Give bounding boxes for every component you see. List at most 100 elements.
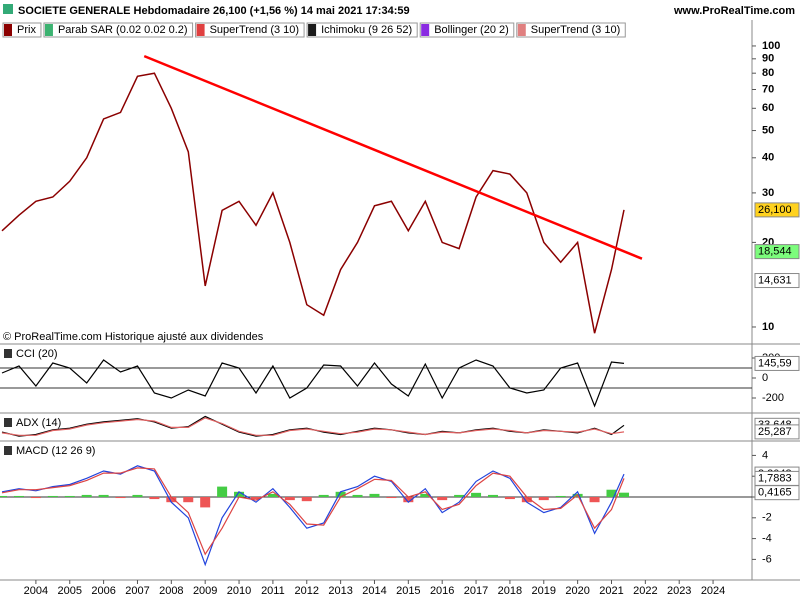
x-tick-label: 2007 (125, 585, 149, 597)
y-tick-label: 80 (762, 67, 774, 79)
x-tick-label: 2015 (396, 585, 420, 597)
histogram-bar (267, 493, 278, 498)
histogram-bar (132, 494, 143, 498)
site-name: www.ProRealTime.com (673, 5, 795, 17)
histogram-bar (454, 494, 465, 498)
legend-label: Parab SAR (0.02 0.02 0.2) (58, 24, 188, 36)
panel-icon (4, 349, 12, 358)
legend-label: Ichimoku (9 26 52) (321, 24, 412, 36)
histogram-bar (437, 497, 448, 501)
histogram-bar (487, 494, 498, 498)
last-value-label: 18,544 (758, 246, 792, 258)
x-tick-label: 2012 (295, 585, 319, 597)
histogram-bar (521, 497, 532, 503)
x-tick-label: 2011 (261, 585, 285, 597)
x-tick-label: 2018 (498, 585, 522, 597)
histogram-bar (606, 489, 617, 498)
y-tick-label: 70 (762, 83, 774, 95)
y-tick-label: 90 (762, 53, 774, 65)
histogram-bar (217, 486, 228, 498)
histogram-bar (386, 497, 397, 499)
last-value-label: 145,59 (758, 357, 792, 369)
last-value-label: 14,631 (758, 274, 792, 286)
legend-swatch (196, 24, 205, 36)
histogram-bar (318, 494, 329, 498)
series-line (1, 465, 625, 567)
histogram-bar (30, 497, 41, 499)
last-value-box (754, 424, 800, 440)
legend-box (195, 22, 305, 38)
x-tick-label: 2008 (159, 585, 183, 597)
legend-box (306, 22, 418, 38)
legend-swatch (44, 24, 53, 36)
histogram-bar (335, 491, 346, 498)
last-value-label: 26,100 (758, 204, 792, 216)
x-tick-label: 2009 (193, 585, 217, 597)
y-tick-label: -200 (762, 392, 784, 404)
legend-box (516, 22, 626, 38)
last-value-box (754, 202, 800, 218)
panel-icon (4, 446, 12, 455)
x-tick-label: 2020 (565, 585, 589, 597)
app-icon (3, 4, 13, 14)
histogram-bar (284, 497, 295, 501)
x-tick-label: 2014 (362, 585, 386, 597)
y-tick-label: 4 (762, 449, 768, 461)
histogram-bar (301, 497, 312, 502)
panel-title: ADX (14) (16, 417, 61, 429)
y-tick-label: 50 (762, 124, 774, 136)
x-tick-label: 2021 (599, 585, 623, 597)
x-tick-label: 2006 (91, 585, 115, 597)
y-tick-label: 100 (762, 40, 780, 52)
window-title: SOCIETE GENERALE Hebdomadaire 26,100 (+1… (18, 5, 410, 17)
x-tick-label: 2022 (633, 585, 657, 597)
x-tick-label: 2023 (667, 585, 691, 597)
histogram-bar (13, 495, 24, 498)
histogram-bar (47, 495, 58, 498)
x-tick-label: 2010 (227, 585, 251, 597)
series-line (1, 417, 625, 436)
x-tick-label: 2024 (701, 585, 725, 597)
trend-line (143, 54, 643, 260)
y-tick-label: 0 (762, 372, 768, 384)
legend-swatch (4, 24, 12, 36)
histogram-bar (471, 492, 482, 498)
series-line (1, 467, 625, 556)
last-value-box (754, 355, 800, 371)
source-note: © ProRealTime.com Historique ajusté aux … (3, 331, 264, 343)
y-tick-label: -2 (762, 512, 772, 524)
legend-label: Bollinger (20 2) (434, 24, 509, 36)
histogram-bar (166, 497, 177, 503)
histogram-bar (81, 494, 92, 498)
histogram-bar (115, 497, 126, 499)
legend-label: SuperTrend (3 10) (210, 24, 299, 36)
panel-icon (4, 418, 12, 427)
x-tick-label: 2019 (532, 585, 556, 597)
histogram-bar (403, 497, 414, 503)
histogram-bar (589, 497, 600, 503)
legend-label: Prix (17, 24, 36, 36)
y-tick-label: -4 (762, 532, 772, 544)
x-tick-label: 2017 (464, 585, 488, 597)
x-tick-label: 2013 (328, 585, 352, 597)
y-tick-label: 60 (762, 102, 774, 114)
y-tick-label: 10 (762, 321, 774, 333)
histogram-bar (420, 493, 431, 498)
panel-title: CCI (20) (16, 348, 58, 360)
last-value-label: 1,7883 (758, 472, 792, 484)
legend-box (2, 22, 42, 38)
last-value-label: 0,4165 (758, 487, 792, 499)
legend-box (419, 22, 515, 38)
histogram-bar (0, 495, 8, 498)
histogram-bar (250, 497, 261, 500)
series-line (1, 359, 625, 408)
x-tick-label: 2005 (58, 585, 82, 597)
legend-label: SuperTrend (3 10) (531, 24, 620, 36)
histogram-bar (234, 491, 245, 498)
histogram-bar (538, 497, 549, 501)
histogram-bar (555, 495, 566, 498)
histogram-bar (64, 495, 75, 498)
histogram-bar (149, 497, 160, 500)
